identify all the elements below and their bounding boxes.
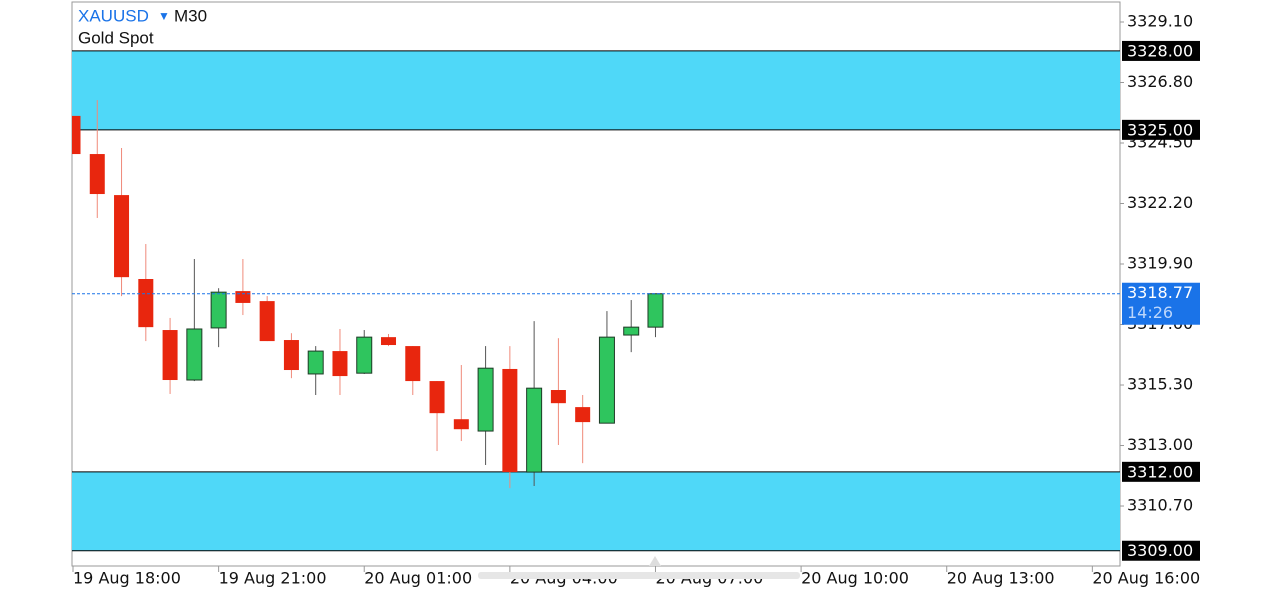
candle-body xyxy=(210,291,227,329)
candle-body xyxy=(235,291,251,303)
candle-body xyxy=(598,336,615,424)
candle-body xyxy=(186,328,203,381)
candle-body xyxy=(72,115,81,155)
x-tick-label: 20 Aug 10:00 xyxy=(801,569,909,588)
last-price-box xyxy=(1122,282,1200,325)
level-label-box xyxy=(1122,540,1200,561)
x-tick-label: 20 Aug 13:00 xyxy=(947,569,1055,588)
candle-body xyxy=(502,368,518,473)
subtitle: Gold Spot xyxy=(78,28,154,47)
candle-body xyxy=(575,407,591,423)
scroll-marker[interactable] xyxy=(649,556,661,566)
axis: 3329.103326.803324.503322.203319.903317.… xyxy=(72,11,1200,588)
timeframe[interactable]: M30 xyxy=(174,6,207,25)
level-label: 3325.00 xyxy=(1127,120,1193,139)
y-tick-label: 3326.80 xyxy=(1127,72,1193,91)
level-label-box xyxy=(1122,119,1200,140)
candle-body xyxy=(307,350,324,375)
candle-body xyxy=(259,301,275,342)
y-tick-label: 3319.90 xyxy=(1127,254,1193,273)
candle-body xyxy=(89,154,105,195)
candle-body xyxy=(138,279,154,328)
candle-body xyxy=(550,390,566,404)
candle-body xyxy=(283,340,299,371)
countdown: 14:26 xyxy=(1127,303,1173,322)
x-tick-label: 19 Aug 21:00 xyxy=(219,569,327,588)
candle-body xyxy=(381,337,397,346)
level-label-box xyxy=(1122,461,1200,482)
candle-body xyxy=(162,330,178,381)
scrollbar[interactable] xyxy=(478,572,800,579)
x-tick-label: 20 Aug 16:00 xyxy=(1092,569,1200,588)
x-tick-label: 20 Aug 01:00 xyxy=(364,569,472,588)
level-label-box xyxy=(1122,40,1200,61)
last-price-label: 3318.77 xyxy=(1127,283,1193,302)
candle-body xyxy=(647,293,664,328)
level-label: 3309.00 xyxy=(1127,541,1193,560)
candle-body xyxy=(623,326,640,336)
y-tick-label: 3310.70 xyxy=(1127,496,1193,515)
zone xyxy=(72,50,1120,130)
candle-body xyxy=(453,419,469,430)
candle-body xyxy=(405,346,421,382)
zone xyxy=(72,471,1120,551)
y-tick-label: 3329.10 xyxy=(1127,11,1193,30)
candle-body xyxy=(429,381,445,414)
candle-body xyxy=(526,387,543,473)
plot xyxy=(72,50,1120,552)
level-label: 3328.00 xyxy=(1127,41,1193,60)
candle-body xyxy=(332,351,348,377)
candle-body xyxy=(477,367,494,432)
y-tick-label: 3313.00 xyxy=(1127,435,1193,454)
y-tick-label: 3322.20 xyxy=(1127,193,1193,212)
y-tick-label: 3315.30 xyxy=(1127,375,1193,394)
symbol-dropdown-icon[interactable]: ▼ xyxy=(158,9,170,23)
x-tick-label: 19 Aug 18:00 xyxy=(73,569,181,588)
level-label: 3312.00 xyxy=(1127,462,1193,481)
symbol[interactable]: XAUUSD xyxy=(78,6,149,25)
candle-body xyxy=(114,195,130,278)
candle-body xyxy=(356,336,373,374)
